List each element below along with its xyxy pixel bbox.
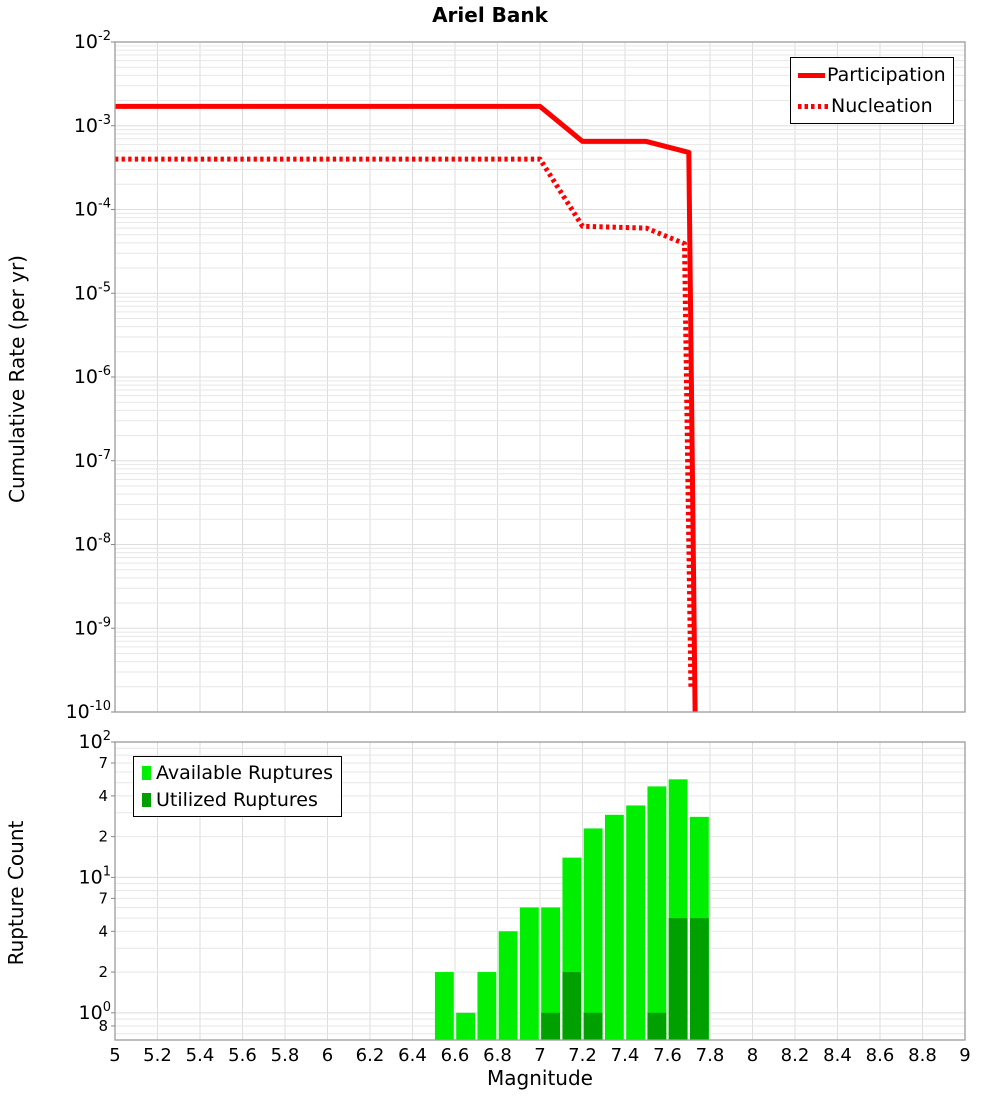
- svg-text:6: 6: [322, 1045, 333, 1066]
- legend-item-available-ruptures: Available Ruptures: [142, 762, 333, 784]
- svg-text:5.8: 5.8: [271, 1045, 300, 1066]
- svg-text:10-5: 10-5: [74, 280, 111, 304]
- participation-line: [115, 103, 698, 713]
- svg-text:8: 8: [98, 1017, 108, 1035]
- svg-text:7.2: 7.2: [568, 1045, 597, 1066]
- svg-text:10-6: 10-6: [74, 364, 111, 388]
- bar-utilized: [668, 918, 688, 1040]
- bar-available: [498, 931, 518, 1040]
- bar-available: [541, 907, 561, 1040]
- svg-text:2: 2: [98, 963, 108, 981]
- cumulative-rate-plot: 10-2 10-3 10-4 10-5 10-6 10-7 10-8 10-9 10-10: [66, 29, 966, 723]
- bar-available: [626, 805, 646, 1040]
- grid-lines: [114, 41, 966, 713]
- svg-text:7: 7: [534, 1045, 545, 1066]
- svg-text:2: 2: [98, 828, 108, 846]
- bar-available: [477, 972, 497, 1040]
- svg-text:8.6: 8.6: [866, 1045, 895, 1066]
- svg-text:5.2: 5.2: [143, 1045, 172, 1066]
- nucleation-line: [115, 156, 694, 687]
- bar-available: [604, 814, 624, 1040]
- svg-text:7: 7: [98, 889, 108, 907]
- legend-label: Participation: [827, 64, 946, 86]
- svg-text:5.6: 5.6: [228, 1045, 257, 1066]
- svg-text:102: 102: [79, 729, 111, 753]
- svg-text:10-2: 10-2: [74, 29, 111, 53]
- utilized-ruptures-bars: [541, 918, 709, 1040]
- bar-available: [519, 907, 539, 1040]
- legend-item-participation: Participation: [798, 64, 946, 86]
- bar-utilized: [689, 918, 709, 1040]
- svg-text:4: 4: [98, 787, 108, 805]
- bar-utilized: [583, 1012, 603, 1040]
- legend-label: Available Ruptures: [156, 762, 333, 784]
- nucleation-line-swatch: [798, 103, 828, 109]
- participation-line-swatch: [798, 72, 825, 78]
- svg-text:6.2: 6.2: [356, 1045, 385, 1066]
- y-axis-title-cumulative-rate: Cumulative Rate (per yr): [5, 255, 29, 503]
- grid-lines: [114, 741, 966, 1040]
- svg-text:8.8: 8.8: [908, 1045, 937, 1066]
- svg-text:10-9: 10-9: [74, 615, 111, 639]
- svg-text:10-4: 10-4: [74, 197, 111, 221]
- svg-text:10-8: 10-8: [74, 532, 111, 556]
- svg-text:6.6: 6.6: [441, 1045, 470, 1066]
- svg-text:8: 8: [747, 1045, 758, 1066]
- x-axis-title-magnitude: Magnitude: [487, 1066, 593, 1090]
- svg-text:7: 7: [98, 754, 108, 772]
- svg-text:4: 4: [98, 922, 108, 940]
- bar-available: [434, 972, 454, 1040]
- y-axis-tick-labels: 10-2 10-3 10-4 10-5 10-6 10-7 10-8 10-9 10-10: [66, 29, 111, 723]
- svg-text:7.4: 7.4: [611, 1045, 640, 1066]
- plot-border: [114, 741, 966, 1041]
- svg-text:7.6: 7.6: [653, 1045, 682, 1066]
- y-axis-title-rupture-count: Rupture Count: [4, 820, 28, 966]
- bar-utilized: [562, 972, 582, 1040]
- svg-text:9: 9: [959, 1045, 970, 1066]
- bar-utilized: [647, 1012, 667, 1040]
- chart-title: Ariel Bank: [432, 3, 548, 27]
- svg-text:5: 5: [109, 1045, 120, 1066]
- bar-available: [456, 1012, 476, 1040]
- rate-legend: Participation Nucleation: [790, 57, 954, 124]
- rupture-legend: Available Ruptures Utilized Ruptures: [133, 756, 342, 817]
- svg-text:6.4: 6.4: [398, 1045, 427, 1066]
- svg-text:5.4: 5.4: [186, 1045, 215, 1066]
- utilized-ruptures-swatch: [142, 793, 151, 807]
- svg-text:8.4: 8.4: [823, 1045, 852, 1066]
- bar-utilized: [541, 1012, 561, 1040]
- svg-text:8.2: 8.2: [781, 1045, 810, 1066]
- bar-available: [583, 828, 603, 1040]
- legend-label: Nucleation: [831, 95, 933, 117]
- legend-item-nucleation: Nucleation: [798, 95, 946, 117]
- available-ruptures-swatch: [142, 766, 151, 780]
- svg-text:7.8: 7.8: [696, 1045, 725, 1066]
- svg-text:10-7: 10-7: [74, 448, 111, 472]
- legend-label: Utilized Ruptures: [156, 789, 318, 811]
- legend-item-utilized-ruptures: Utilized Ruptures: [142, 789, 333, 811]
- svg-text:10-3: 10-3: [74, 113, 111, 137]
- svg-text:101: 101: [79, 864, 111, 888]
- x-axis-tick-labels: 5 5.2 5.4 5.6 5.8 6 6.2 6.4 6.6 6.8 7 7.2 7.4 7.6 7.8 8…: [109, 1045, 970, 1066]
- svg-text:10-10: 10-10: [66, 699, 111, 723]
- bar-available: [647, 786, 667, 1040]
- svg-text:100: 100: [79, 1000, 111, 1024]
- svg-text:6.8: 6.8: [483, 1045, 512, 1066]
